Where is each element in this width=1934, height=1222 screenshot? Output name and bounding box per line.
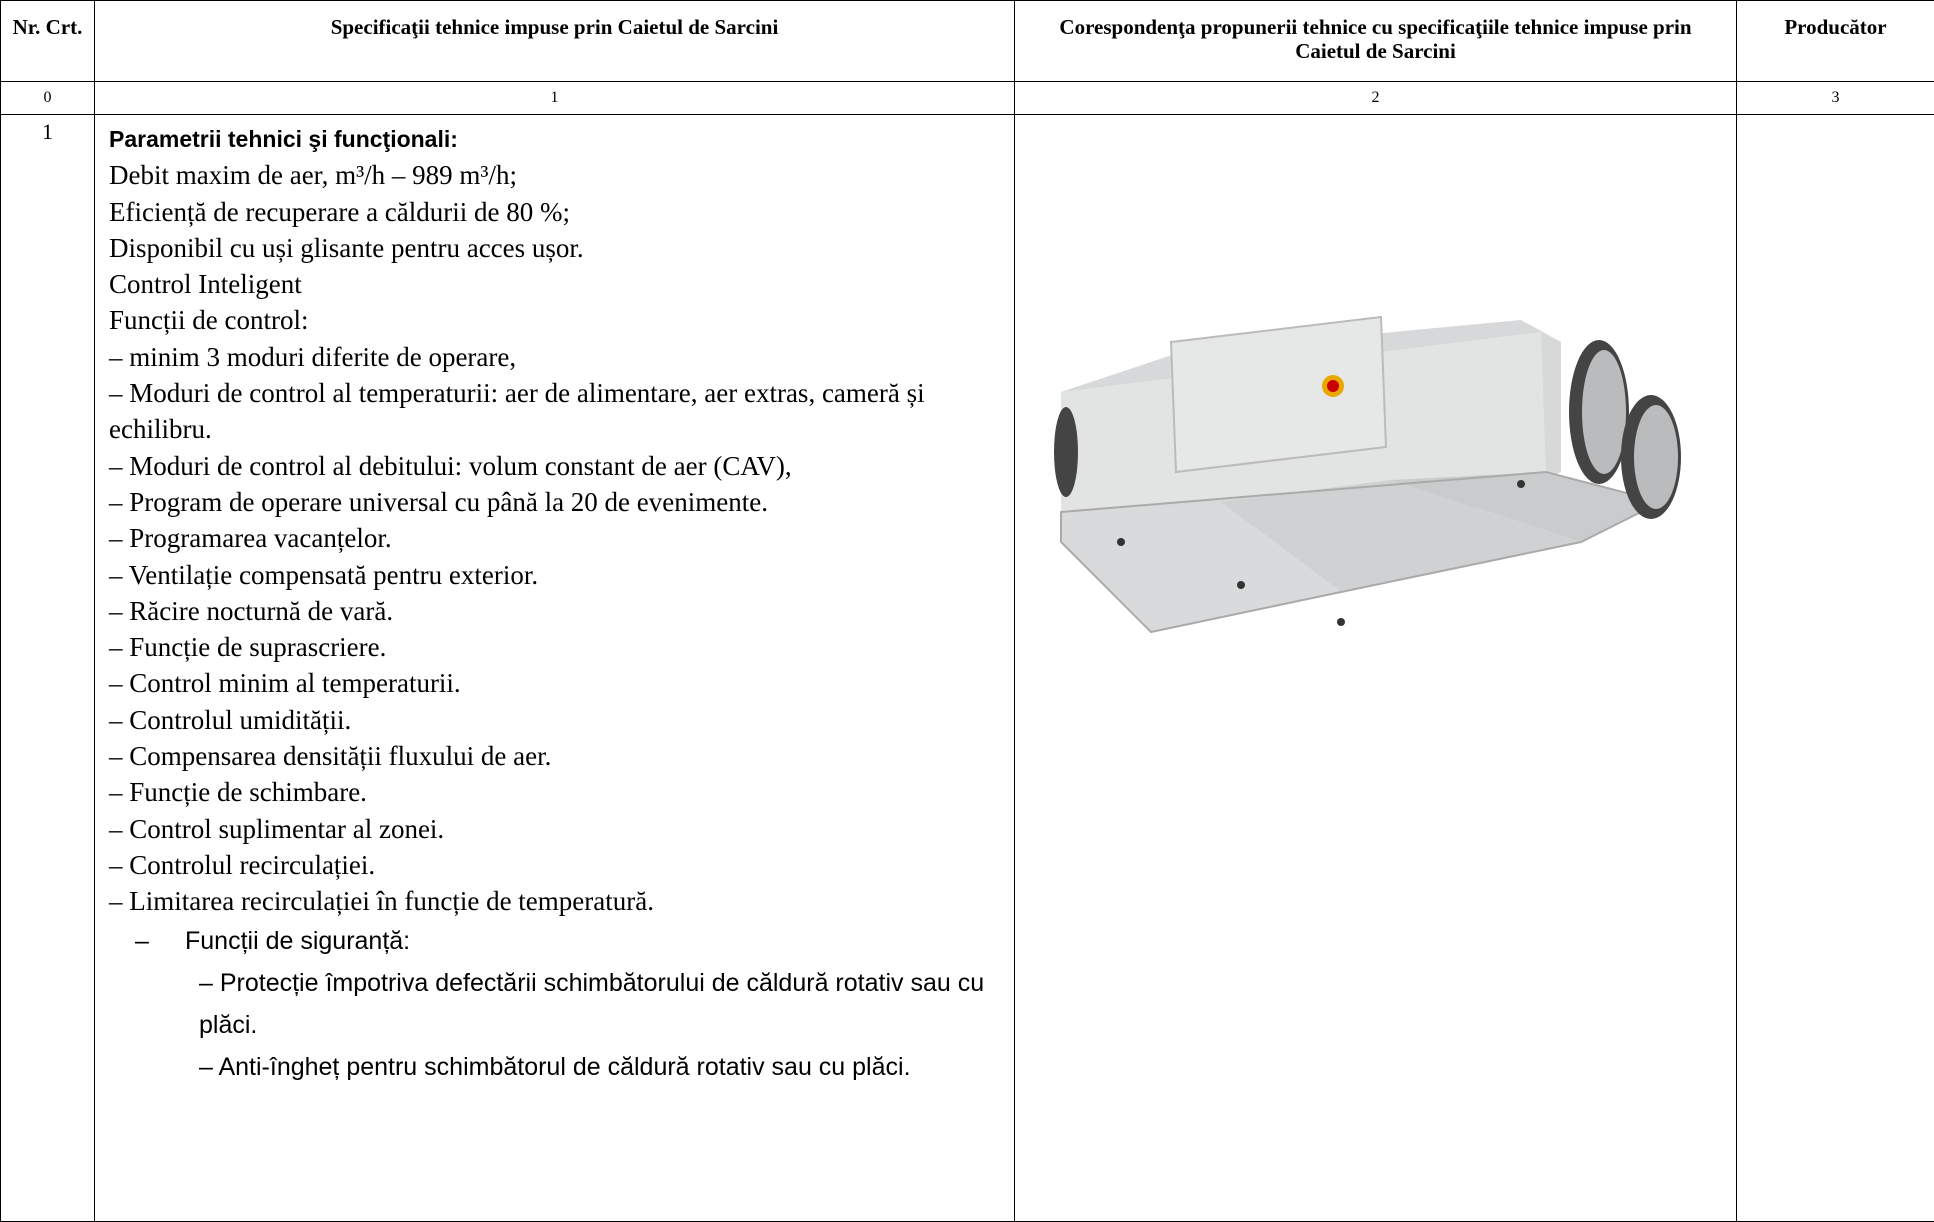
header-row: Nr. Crt. Specificaţii tehnice impuse pri… [1,1,1934,82]
spec-line: – Funcție de suprascriere. [109,629,1006,665]
spec-line: – Compensarea densității fluxului de aer… [109,738,1006,774]
spec-line: – Control minim al temperaturii. [109,665,1006,701]
spec-line: Funcții de control: [109,302,1006,338]
safety-title: Funcții de siguranță: [185,920,410,962]
safety-item: – Anti-îngheț pentru schimbătorul de căl… [199,1046,989,1088]
body-row: 1 Parametrii tehnici şi funcţionali: Deb… [1,115,1934,1222]
spec-line: – minim 3 moduri diferite de operare, [109,339,1006,375]
header-cell: Producător [1737,1,1934,82]
spec-line: – Ventilație compensată pentru exterior. [109,557,1006,593]
producer-cell [1737,115,1934,1222]
spec-line: – Limitarea recirculației în funcție de … [109,883,1006,919]
spec-line: Disponibil cu uși glisante pentru acces … [109,230,1006,266]
list-marker: – [135,920,185,962]
safety-heading: –Funcții de siguranță: [135,920,1006,962]
index-row: 0 1 2 3 [1,82,1934,115]
header-cell: Corespondenţa propunerii tehnice cu spec… [1015,1,1737,82]
spec-line: – Funcție de schimbare. [109,774,1006,810]
index-cell: 0 [1,82,95,115]
row-number: 1 [1,115,95,1222]
index-cell: 2 [1015,82,1737,115]
header-cell: Nr. Crt. [1,1,95,82]
spec-cell: Parametrii tehnici şi funcţionali: Debit… [95,115,1015,1222]
spec-line: – Control suplimentar al zonei. [109,811,1006,847]
safety-list: –Funcții de siguranță:– Protecție împotr… [135,920,1006,1088]
spec-line: Control Inteligent [109,266,1006,302]
spec-line: – Programarea vacanțelor. [109,520,1006,556]
spec-line: – Moduri de control al temperaturii: aer… [109,375,1006,448]
proposal-cell [1015,115,1737,1222]
spec-line: – Moduri de control al debitului: volum … [109,448,1006,484]
spec-title: Parametrii tehnici şi funcţionali: [109,121,1006,157]
safety-item: – Protecție împotriva defectării schimbă… [199,962,989,1046]
spec-line: – Răcire nocturnă de vară. [109,593,1006,629]
spec-line: – Controlul recirculației. [109,847,1006,883]
page: Nr. Crt. Specificaţii tehnice impuse pri… [0,0,1934,1146]
spec-line: Eficiență de recuperare a căldurii de 80… [109,194,1006,230]
spec-line: – Controlul umidității. [109,702,1006,738]
spec-line: – Program de operare universal cu până l… [109,484,1006,520]
index-cell: 1 [95,82,1015,115]
header-cell: Specificaţii tehnice impuse prin Caietul… [95,1,1015,82]
index-cell: 3 [1737,82,1934,115]
product-image [1015,115,1735,715]
spec-line: Debit maxim de aer, m³/h – 989 m³/h; [109,157,1006,193]
